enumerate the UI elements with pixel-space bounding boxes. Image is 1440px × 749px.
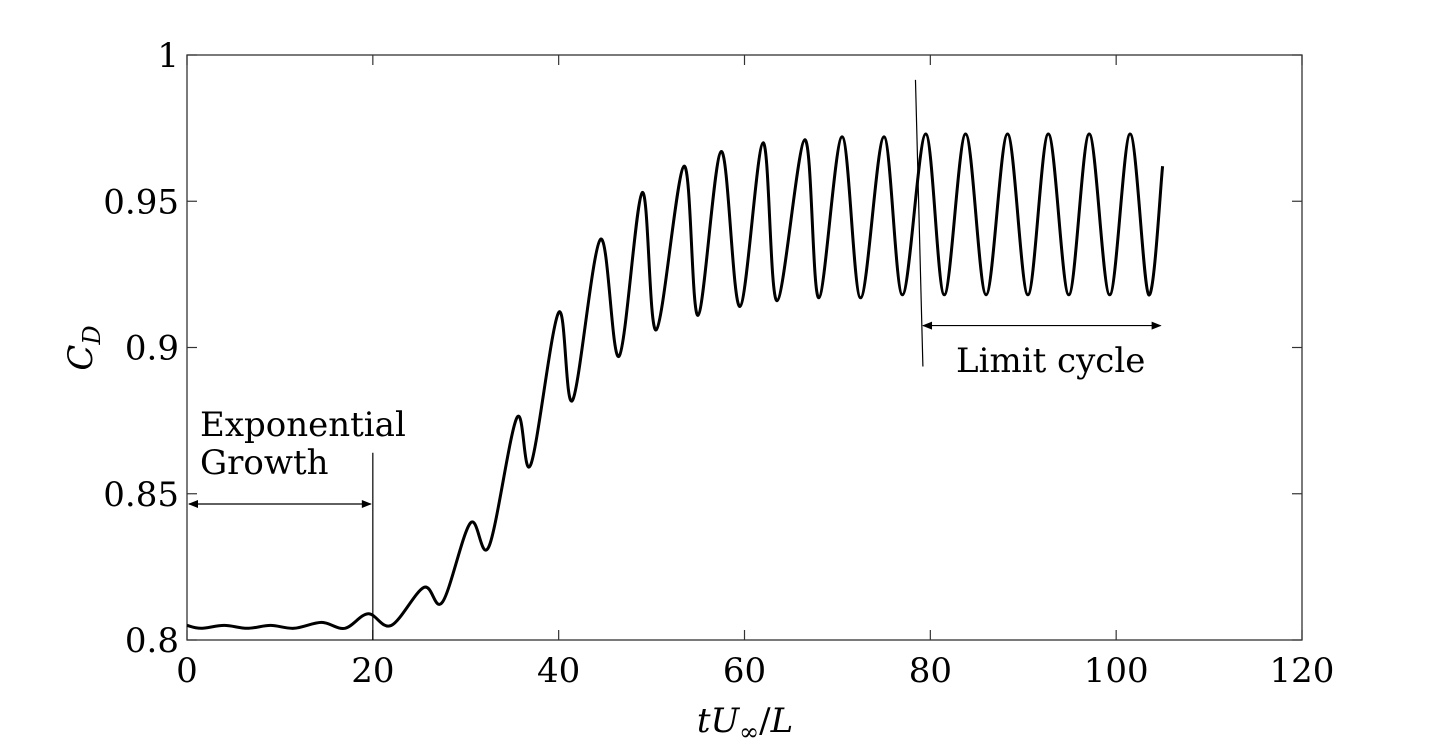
y-tick-label: 0.95: [103, 182, 179, 222]
y-tick-label: 0.8: [125, 621, 179, 661]
x-tick-label: 120: [1270, 651, 1335, 691]
x-tick-label: 60: [723, 651, 766, 691]
x-tick-label: 20: [351, 651, 394, 691]
growth-annotation-text: Exponential: [200, 405, 406, 445]
tick-labels: 0 20 40 60 80 100 120 0.8 0.85 0.9 0.95 1: [103, 36, 1334, 691]
limit-cycle-annotation-text: Limit cycle: [956, 341, 1145, 381]
arrow-head: [922, 321, 933, 330]
y-tick-label: 1: [157, 36, 179, 76]
y-tick-label: 0.9: [125, 329, 179, 369]
growth-annotation-text: Growth: [200, 443, 329, 483]
arrow-head: [188, 499, 198, 508]
arrow-head: [361, 499, 372, 508]
limit-cycle-boundary-line: [914, 79, 924, 367]
x-tick-label: 0: [176, 651, 198, 691]
arrow-head: [1151, 321, 1162, 330]
tick-marks: [186, 54, 1303, 641]
x-tick-label: 40: [537, 651, 580, 691]
series-line: [186, 132, 1165, 630]
y-tick-label: 0.85: [103, 475, 179, 515]
x-tick-label: 100: [1084, 651, 1149, 691]
y-axis-label: CD: [61, 325, 106, 370]
x-axis-label: tU∞/L: [697, 701, 793, 746]
x-tick-label: 80: [909, 651, 952, 691]
